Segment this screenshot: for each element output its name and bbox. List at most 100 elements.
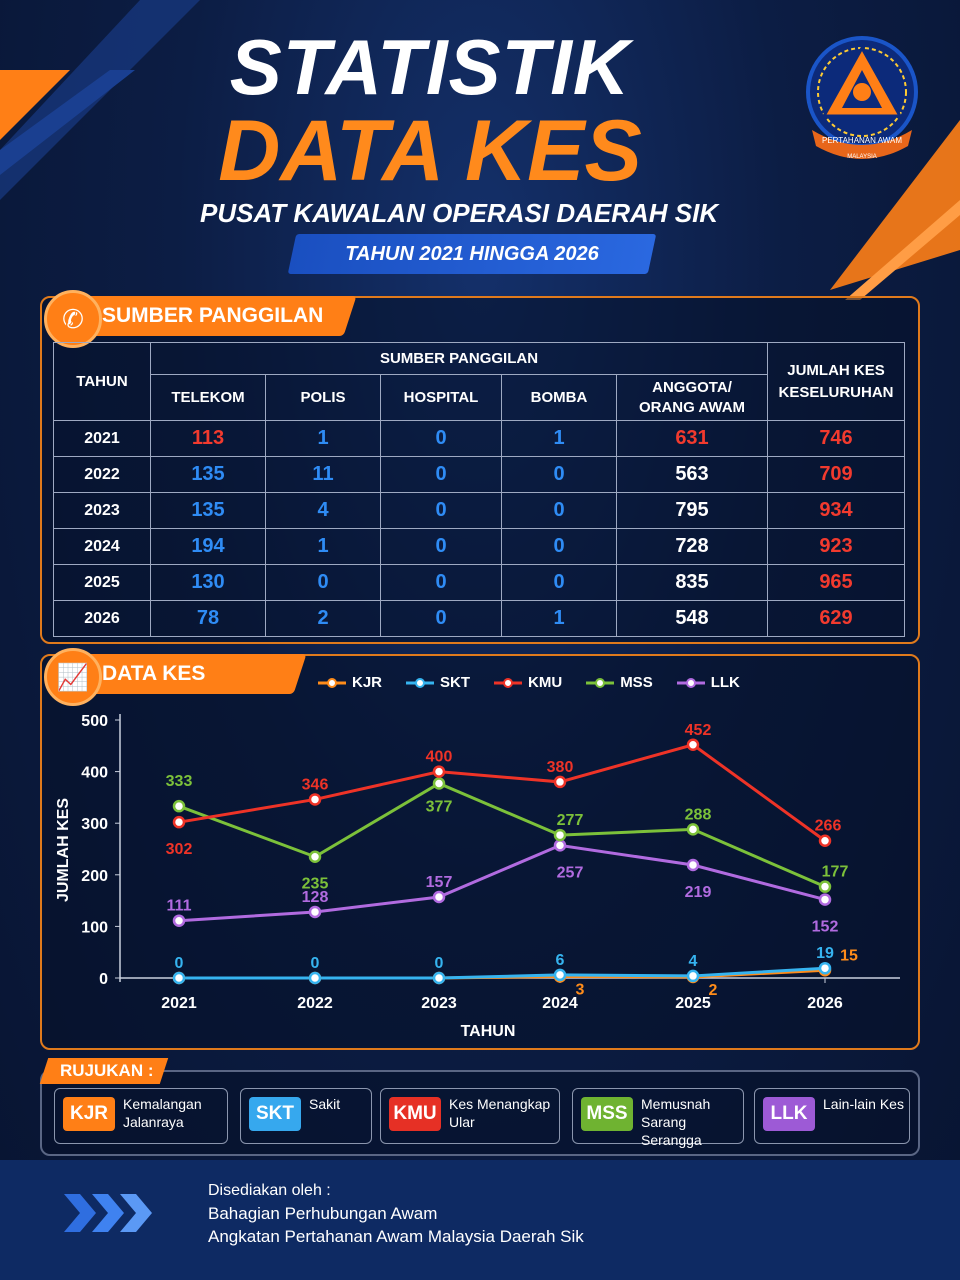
- cell-total: 934: [767, 492, 905, 529]
- legend-item-kmu: KMU: [494, 674, 562, 691]
- cell-anggota: 563: [616, 456, 768, 493]
- cell-polis: 2: [265, 600, 381, 637]
- cell-telekom: 113: [150, 420, 266, 457]
- civil-defence-logo: PERTAHANAN AWAM MALAYSIA: [806, 36, 918, 160]
- cell-year: 2022: [53, 456, 151, 493]
- col-group-sumber: SUMBER PANGGILAN: [150, 342, 768, 375]
- calls-table: TAHUN SUMBER PANGGILAN JUMLAH KES KESELU…: [53, 342, 905, 637]
- cell-hospital: 0: [380, 528, 502, 565]
- cell-polis: 1: [265, 420, 381, 457]
- cell-hospital: 0: [380, 456, 502, 493]
- cell-anggota: 795: [616, 492, 768, 529]
- cell-polis: 11: [265, 456, 381, 493]
- cell-hospital: 0: [380, 600, 502, 637]
- cell-year: 2024: [53, 528, 151, 565]
- cell-anggota: 728: [616, 528, 768, 565]
- table-row: 2021 113 1 0 1 631 746: [53, 420, 905, 457]
- legend-swatch: [406, 677, 435, 688]
- chart-panel: [40, 654, 920, 1050]
- reference-description: Sakit: [309, 1096, 341, 1112]
- cell-total: 923: [767, 528, 905, 565]
- reference-title-tab: RUJUKAN :: [39, 1058, 169, 1084]
- reference-item-mss: MSS Memusnah Sarang Serangga: [572, 1088, 744, 1148]
- cell-hospital: 0: [380, 564, 502, 601]
- cell-year: 2026: [53, 600, 151, 637]
- cell-anggota: 835: [616, 564, 768, 601]
- cell-telekom: 135: [150, 456, 266, 493]
- reference-code-badge: KMU: [389, 1097, 441, 1131]
- col-tahun: TAHUN: [53, 342, 151, 421]
- table-row: 2026 78 2 0 1 548 629: [53, 600, 905, 637]
- cell-total: 629: [767, 600, 905, 637]
- logo-text-top: PERTAHANAN AWAM: [822, 136, 902, 145]
- legend-label: MSS: [620, 674, 653, 691]
- footer: [0, 1160, 960, 1280]
- col-polis: POLIS: [265, 374, 381, 421]
- reference-title: RUJUKAN :: [60, 1061, 154, 1080]
- col-total: JUMLAH KES KESELURUHAN: [767, 342, 905, 421]
- col-anggota: ANGGOTA/ ORANG AWAM: [616, 374, 768, 421]
- cell-telekom: 78: [150, 600, 266, 637]
- reference-description: Lain-lain Kes: [823, 1096, 904, 1112]
- cell-total: 965: [767, 564, 905, 601]
- cell-bomba: 0: [501, 456, 617, 493]
- table-row: 2025 130 0 0 0 835 965: [53, 564, 905, 601]
- title-line-1: STATISTIK: [229, 23, 631, 111]
- legend-item-mss: MSS: [586, 674, 653, 691]
- cell-polis: 4: [265, 492, 381, 529]
- footer-line-1: Disediakan oleh :: [208, 1182, 331, 1199]
- cell-total: 709: [767, 456, 905, 493]
- cell-year: 2021: [53, 420, 151, 457]
- reference-code-badge: KJR: [63, 1097, 115, 1131]
- legend-swatch: [318, 677, 346, 688]
- cell-telekom: 194: [150, 528, 266, 565]
- cell-polis: 0: [265, 564, 381, 601]
- reference-description: Kes Menangkap Ular: [449, 1096, 551, 1130]
- cell-year: 2025: [53, 564, 151, 601]
- legend-item-skt: SKT: [406, 674, 470, 691]
- logo-text-bottom: MALAYSIA: [847, 154, 877, 160]
- cell-total: 746: [767, 420, 905, 457]
- cell-anggota: 631: [616, 420, 768, 457]
- cell-bomba: 1: [501, 420, 617, 457]
- reference-code-badge: SKT: [249, 1097, 301, 1131]
- year-range-band: TAHUN 2021 HINGGA 2026: [287, 234, 657, 274]
- calls-section-title: SUMBER PANGGILAN: [102, 304, 324, 327]
- reference-item-skt: SKT Sakit: [240, 1088, 372, 1144]
- table-row: 2024 194 1 0 0 728 923: [53, 528, 905, 565]
- reference-item-kjr: KJR Kemalangan Jalanraya: [54, 1088, 228, 1144]
- reference-description: Memusnah Sarang Serangga: [641, 1096, 711, 1148]
- year-range-text: TAHUN 2021 HINGGA 2026: [345, 243, 599, 265]
- growth-chart-icon: 📈: [44, 648, 102, 706]
- cell-telekom: 135: [150, 492, 266, 529]
- cell-bomba: 0: [501, 528, 617, 565]
- table-row: 2023 135 4 0 0 795 934: [53, 492, 905, 529]
- legend-swatch: [586, 677, 615, 688]
- reference-code-badge: LLK: [763, 1097, 815, 1131]
- col-bomba: BOMBA: [501, 374, 617, 421]
- legend-swatch: [494, 677, 523, 688]
- cell-bomba: 0: [501, 564, 617, 601]
- cell-bomba: 1: [501, 600, 617, 637]
- footer-line-2: Bahagian Perhubungan Awam: [208, 1204, 438, 1223]
- phone-icon: ✆: [44, 290, 102, 348]
- cell-hospital: 0: [380, 492, 502, 529]
- reference-code-badge: MSS: [581, 1097, 633, 1131]
- chart-legend: KJR SKT KMU MSS LLK: [318, 674, 740, 691]
- subtitle: PUSAT KAWALAN OPERASI DAERAH SIK: [200, 198, 719, 228]
- cell-polis: 1: [265, 528, 381, 565]
- chevron-arrows-icon: [64, 1194, 152, 1232]
- reference-item-kmu: KMU Kes Menangkap Ular: [380, 1088, 560, 1144]
- table-row: 2022 135 11 0 0 563 709: [53, 456, 905, 493]
- reference-description: Kemalangan Jalanraya: [123, 1096, 202, 1130]
- col-telekom: TELEKOM: [150, 374, 266, 421]
- footer-line-3: Angkatan Pertahanan Awam Malaysia Daerah…: [208, 1227, 584, 1246]
- cell-year: 2023: [53, 492, 151, 529]
- cell-anggota: 548: [616, 600, 768, 637]
- cell-hospital: 0: [380, 420, 502, 457]
- col-hospital: HOSPITAL: [380, 374, 502, 421]
- legend-label: KMU: [528, 674, 563, 691]
- cell-bomba: 0: [501, 492, 617, 529]
- reference-item-llk: LLK Lain-lain Kes: [754, 1088, 910, 1144]
